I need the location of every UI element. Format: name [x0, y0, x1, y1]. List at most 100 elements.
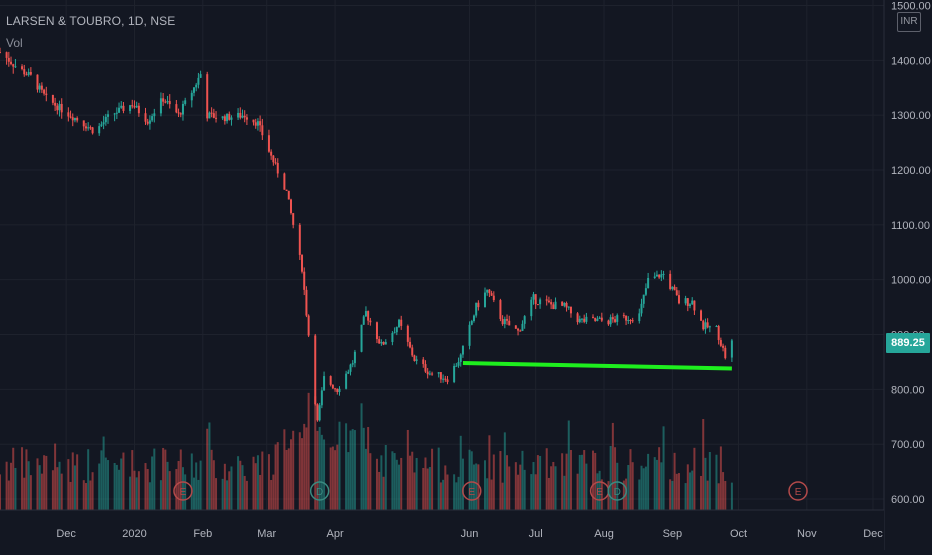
volume-bar — [210, 449, 213, 510]
volume-bar — [195, 462, 198, 510]
candle-body — [706, 322, 709, 328]
volume-bar — [501, 482, 504, 510]
volume-bar — [69, 481, 72, 510]
candle-body — [27, 72, 30, 75]
volume-bar — [307, 392, 310, 510]
candle-body — [230, 117, 233, 120]
volume-bar — [550, 466, 553, 510]
volume-bar — [329, 447, 332, 510]
x-tick-label: Oct — [730, 528, 747, 540]
y-tick-label: 1300.00 — [891, 110, 931, 122]
chart-title: LARSEN & TOUBRO, 1D, NSE — [6, 14, 176, 28]
volume-bar — [677, 473, 680, 510]
volume-bar — [54, 443, 57, 510]
volume-bar — [675, 473, 678, 510]
volume-bar — [552, 461, 555, 510]
volume-bar — [446, 474, 449, 510]
candle-body — [21, 66, 24, 70]
volume-bar — [7, 480, 10, 510]
candle-body — [314, 335, 317, 405]
candle-body — [259, 121, 262, 126]
candle-body — [472, 315, 475, 322]
candle-body — [221, 116, 224, 119]
volume-bar — [660, 462, 663, 510]
volume-bar — [38, 465, 41, 510]
candle-body — [382, 341, 385, 345]
volume-bar — [5, 461, 8, 510]
volume-bar — [461, 458, 464, 510]
volume-bar — [351, 429, 354, 510]
candle-body — [228, 113, 231, 120]
volume-bar — [353, 430, 356, 510]
candle-body — [208, 112, 211, 119]
candle-body — [192, 87, 195, 93]
grid-lines — [0, 0, 884, 510]
volume-bar — [305, 427, 308, 510]
volume-bar — [292, 430, 295, 510]
volume-bar — [662, 426, 665, 510]
volume-bar — [25, 449, 28, 510]
candle-body — [239, 112, 242, 118]
candle-body — [351, 363, 354, 365]
candle-body — [717, 326, 720, 341]
volume-bar — [298, 432, 301, 510]
candle-body — [38, 85, 41, 90]
candle-body — [640, 303, 643, 314]
candle-body — [411, 347, 414, 356]
y-tick-label: 1400.00 — [891, 55, 931, 67]
volume-bar — [118, 469, 121, 510]
volume-bar — [719, 446, 722, 510]
candle-body — [391, 333, 394, 343]
volume-bar — [483, 460, 486, 510]
candle-body — [691, 300, 694, 305]
candle-body — [287, 190, 290, 200]
candle-body — [353, 351, 356, 364]
candle-body — [349, 364, 352, 372]
candle-body — [129, 105, 132, 111]
candle-body — [461, 345, 464, 355]
candle-body — [519, 330, 522, 332]
volume-bar — [702, 419, 705, 510]
candle-body — [153, 113, 156, 117]
candle-body — [598, 317, 601, 319]
volume-bar — [411, 451, 414, 510]
volume-bar — [583, 450, 586, 510]
volume-bar — [640, 465, 643, 510]
volume-bar — [380, 455, 383, 510]
candle-body — [54, 102, 57, 106]
x-tick-label: Feb — [193, 528, 212, 540]
candle-body — [210, 112, 213, 114]
volume-bar — [391, 451, 394, 510]
candle-body — [118, 107, 121, 113]
candle-body — [43, 89, 46, 94]
candle-body — [398, 319, 401, 328]
candle-body — [393, 332, 396, 334]
candle-body — [669, 273, 672, 289]
candle-body — [12, 64, 15, 67]
volume-bar — [122, 452, 125, 510]
x-tick-label: Jul — [529, 528, 543, 540]
candle-body — [517, 328, 520, 331]
candle-body — [592, 316, 595, 318]
volume-bar — [561, 453, 564, 510]
candle-body — [364, 311, 367, 317]
x-tick-label: Dec — [863, 528, 883, 540]
volume-bar — [395, 459, 398, 510]
candle-body — [162, 98, 165, 102]
candle-body — [360, 324, 363, 352]
candle-body — [10, 61, 13, 65]
candle-body — [576, 313, 579, 323]
candle-body — [133, 106, 136, 108]
volume-bar — [585, 463, 588, 510]
currency-button[interactable]: INR — [897, 12, 921, 32]
volume-bar — [137, 471, 140, 510]
candle-body — [212, 113, 215, 118]
candle-body — [677, 295, 680, 304]
volume-bar — [514, 462, 517, 510]
candle-body — [439, 372, 442, 380]
volume-bar — [131, 450, 134, 510]
candle-body — [76, 117, 79, 121]
candle-body — [594, 317, 597, 321]
